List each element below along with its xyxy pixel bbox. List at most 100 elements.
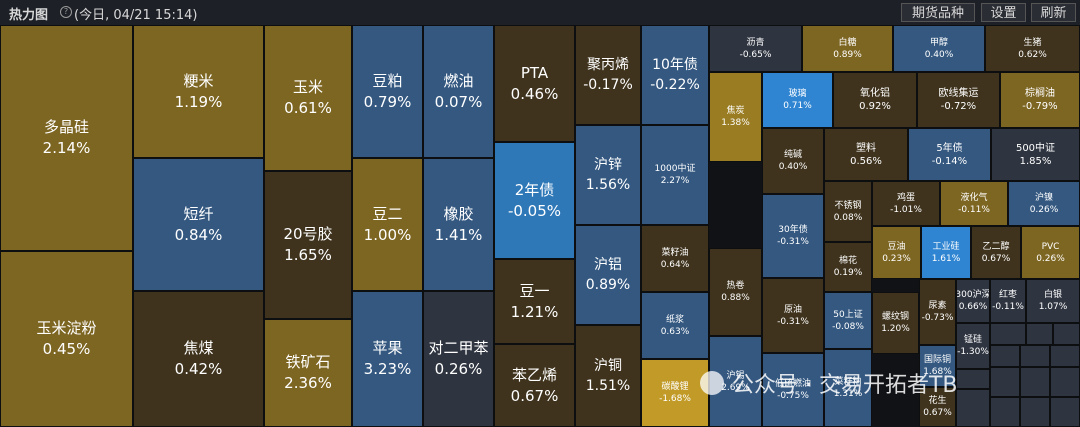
heatmap-tile[interactable]: 300沪深 0.66%: [956, 279, 990, 323]
heatmap-tile[interactable]: 焦炭 1.38%: [709, 72, 762, 162]
heatmap-tile-unlabeled[interactable]: [1020, 345, 1050, 367]
heatmap-tile[interactable]: 多晶硅 2.14%: [0, 25, 133, 251]
tile-name: 20号胶: [283, 225, 333, 243]
heatmap-tile[interactable]: 玉米 0.61%: [264, 25, 352, 171]
heatmap-tile[interactable]: 豆粕 0.79%: [352, 25, 423, 158]
heatmap-tile-unlabeled[interactable]: [1050, 367, 1080, 397]
heatmap-tile[interactable]: PTA 0.46%: [494, 25, 575, 142]
heatmap-tile[interactable]: 粳米 1.19%: [133, 25, 264, 158]
heatmap-tile[interactable]: 对二甲苯 0.26%: [423, 291, 494, 427]
heatmap-tile-unlabeled[interactable]: [1020, 367, 1050, 397]
heatmap-tile-unlabeled[interactable]: [1026, 323, 1053, 345]
heatmap-tile[interactable]: 10年债 -0.22%: [641, 25, 709, 125]
heatmap-tile[interactable]: 苹果 3.23%: [352, 291, 423, 427]
heatmap-tile[interactable]: 燃油 0.07%: [423, 25, 494, 158]
tile-change: 2.27%: [660, 176, 690, 186]
heatmap-tile[interactable]: 鸡蛋 -1.01%: [872, 181, 940, 226]
futures-variety-button[interactable]: 期货品种: [901, 3, 975, 22]
tile-name: 50上证: [833, 309, 863, 320]
settings-button[interactable]: 设置: [981, 3, 1026, 22]
heatmap-tile[interactable]: 欧线集运 -0.72%: [917, 72, 1000, 128]
help-icon[interactable]: ?: [60, 6, 72, 18]
heatmap-date: (今日, 04/21 15:14): [74, 8, 198, 23]
heatmap-tile[interactable]: 生猪 0.62%: [985, 25, 1080, 72]
heatmap-tile[interactable]: 5年债 -0.14%: [908, 128, 991, 181]
heatmap-tile[interactable]: 甲醇 0.40%: [893, 25, 985, 72]
heatmap-tile[interactable]: 尿素 -0.73%: [919, 279, 956, 345]
watermark: 公众号 · 交易开拓者TB: [700, 367, 1030, 401]
tile-name: 甲醇: [929, 37, 948, 48]
heatmap-tile[interactable]: 乙二醇 0.67%: [971, 226, 1021, 279]
heatmap-tile[interactable]: 低硫燃油 -0.75%: [762, 353, 824, 427]
heatmap-tile-unlabeled[interactable]: [990, 397, 1020, 427]
heatmap-tile[interactable]: 纯碱 0.40%: [762, 128, 824, 194]
heatmap-tile[interactable]: 原油 -0.31%: [762, 278, 824, 353]
tile-change: -0.11%: [992, 302, 1024, 312]
heatmap-tile[interactable]: 2年债 -0.05%: [494, 142, 575, 259]
tile-name: 乙二醇: [982, 241, 1010, 252]
heatmap-tile[interactable]: 500中证 1.85%: [991, 128, 1080, 181]
tile-change: 0.08%: [833, 212, 863, 223]
heatmap-tile-unlabeled[interactable]: [1050, 345, 1080, 367]
heatmap-tile[interactable]: 菜籽粕 1.31%: [824, 349, 872, 427]
heatmap-tile[interactable]: 苯乙烯 0.67%: [494, 344, 575, 427]
heatmap-tile[interactable]: 沥青 -0.65%: [709, 25, 802, 72]
heatmap-tile[interactable]: 玉米淀粉 0.45%: [0, 251, 133, 427]
heatmap-tile[interactable]: 焦煤 0.42%: [133, 291, 264, 427]
heatmap-tile[interactable]: 白银 1.07%: [1026, 279, 1080, 323]
heatmap-tile[interactable]: 液化气 -0.11%: [940, 181, 1008, 226]
heatmap-tile[interactable]: PVC 0.26%: [1021, 226, 1080, 279]
heatmap-tile[interactable]: 铁矿石 2.36%: [264, 319, 352, 427]
heatmap-tile[interactable]: 塑料 0.56%: [824, 128, 908, 181]
heatmap-tile[interactable]: 玻璃 0.71%: [762, 72, 833, 128]
heatmap-tile[interactable]: 20号胶 1.65%: [264, 171, 352, 319]
heatmap-tile[interactable]: 纸浆 0.63%: [641, 292, 709, 359]
tile-change: 0.40%: [778, 162, 808, 172]
heatmap-tile[interactable]: 沪锌 1.56%: [575, 125, 641, 225]
heatmap-tile[interactable]: 棕榈油 -0.79%: [1000, 72, 1080, 128]
tile-change: -0.17%: [583, 77, 633, 93]
tile-name: 30年债: [778, 225, 808, 235]
heatmap-tile-unlabeled[interactable]: [1050, 397, 1080, 427]
heatmap-tile[interactable]: 白糖 0.89%: [802, 25, 893, 72]
heatmap-tile-unlabeled[interactable]: [990, 323, 1026, 345]
tile-change: 1.00%: [363, 225, 412, 244]
heatmap-tile-unlabeled[interactable]: [990, 367, 1020, 397]
heatmap-tile[interactable]: 豆二 1.00%: [352, 158, 423, 291]
heatmap-tile-unlabeled[interactable]: [990, 345, 1020, 367]
heatmap-tile[interactable]: 氧化铝 0.92%: [833, 72, 917, 128]
heatmap-tile[interactable]: 沪镍 0.26%: [1008, 181, 1080, 226]
heatmap-tile[interactable]: 不锈钢 0.08%: [824, 181, 872, 242]
heatmap-tile-unlabeled[interactable]: [1053, 323, 1080, 345]
heatmap-tile[interactable]: 橡胶 1.41%: [423, 158, 494, 291]
heatmap-tile[interactable]: 短纤 0.84%: [133, 158, 264, 291]
heatmap-tile[interactable]: 国际铜 1.68%: [919, 345, 956, 387]
tile-name: 2年债: [514, 180, 555, 199]
heatmap-tile[interactable]: 螺纹钢 1.20%: [872, 292, 919, 354]
heatmap-tile[interactable]: 豆一 1.21%: [494, 259, 575, 344]
tile-name: 粳米: [183, 71, 214, 90]
heatmap-tile[interactable]: 红枣 -0.11%: [990, 279, 1026, 323]
heatmap-tile[interactable]: 锰硅 -1.30%: [956, 323, 990, 369]
heatmap-tile[interactable]: 沪铝 0.89%: [575, 225, 641, 325]
heatmap-tile[interactable]: 碳酸锂 -1.68%: [641, 359, 709, 427]
heatmap-tile[interactable]: 50上证 -0.08%: [824, 292, 872, 349]
heatmap-tile[interactable]: 沪铜 1.51%: [575, 325, 641, 427]
tile-change: -0.73%: [921, 313, 954, 323]
heatmap-tile[interactable]: 菜籽油 0.64%: [641, 225, 709, 292]
heatmap-tile[interactable]: 豆油 0.23%: [872, 226, 921, 279]
heatmap-tile[interactable]: 聚丙烯 -0.17%: [575, 25, 641, 125]
tile-name: 沪铜: [594, 358, 622, 374]
heatmap-tile-unlabeled[interactable]: [1020, 397, 1050, 427]
heatmap-tile[interactable]: 棉花 0.19%: [824, 242, 872, 292]
heatmap-tile[interactable]: 工业硅 1.61%: [921, 226, 971, 279]
refresh-button[interactable]: 刷新: [1031, 3, 1076, 22]
heatmap-tile[interactable]: 30年债 -0.31%: [762, 194, 824, 278]
heatmap-tile[interactable]: 热卷 0.88%: [709, 248, 762, 336]
tile-change: -0.31%: [777, 316, 809, 327]
heatmap-tile[interactable]: 1000中证 2.27%: [641, 125, 709, 225]
heatmap-tile[interactable]: 花生 0.67%: [919, 387, 956, 427]
heatmap-title: 热力图: [9, 8, 49, 23]
heatmap-tile-unlabeled[interactable]: [956, 389, 990, 427]
heatmap-tile-unlabeled[interactable]: [956, 369, 990, 389]
